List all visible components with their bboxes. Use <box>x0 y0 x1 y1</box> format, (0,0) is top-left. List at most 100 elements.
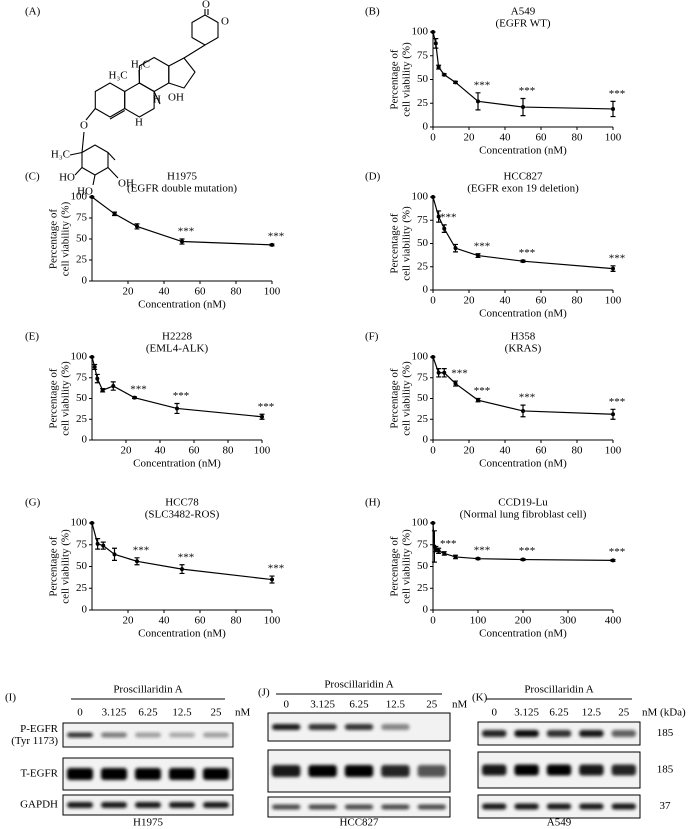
band <box>169 802 195 808</box>
data-point <box>175 406 179 411</box>
atom-label: HO <box>59 172 75 184</box>
data-point <box>521 259 525 264</box>
lane-label: 3.125 <box>514 707 539 719</box>
x-tick-label: 40 <box>500 132 512 144</box>
y-tick-label: 25 <box>76 254 88 266</box>
x-tick-label: 100 <box>605 445 622 457</box>
y-tick-label: 75 <box>417 49 429 61</box>
significance-label: *** <box>474 240 491 252</box>
y-tick-label: 50 <box>76 560 88 572</box>
band <box>417 765 446 777</box>
y-tick-label: 25 <box>417 260 429 272</box>
band <box>101 802 127 808</box>
panel-label: (G) <box>25 497 41 509</box>
row-label-line: P-EGFR <box>20 723 59 735</box>
x-axis-label: Concentration (nM) <box>138 628 226 640</box>
data-point <box>611 106 615 111</box>
significance-label: *** <box>519 247 536 259</box>
x-tick-label: 80 <box>231 286 243 298</box>
band <box>308 724 337 730</box>
x-tick-label: 60 <box>195 286 207 298</box>
significance-label: *** <box>178 551 195 563</box>
band <box>169 732 195 738</box>
atom-label: H₃C <box>51 149 70 161</box>
x-tick-label: 0 <box>430 445 436 457</box>
atom-label: O <box>80 120 88 132</box>
band <box>381 804 410 810</box>
y-tick-label: 100 <box>71 517 88 529</box>
kda-label: 185 <box>657 764 674 776</box>
data-point <box>431 30 435 34</box>
band <box>101 732 127 738</box>
data-line <box>91 196 273 246</box>
y-axis-label: Percentage of <box>389 368 401 428</box>
row-label-line: (Tyr 1173) <box>11 735 58 747</box>
significance-label: *** <box>440 211 457 223</box>
data-point <box>132 395 137 400</box>
atom-label: HO <box>77 186 93 198</box>
significance-label: *** <box>440 538 457 550</box>
band <box>308 765 337 777</box>
y-tick-label: 100 <box>412 191 429 203</box>
unit-label: nM <box>235 707 251 719</box>
x-tick-label: 400 <box>605 615 622 627</box>
ring <box>191 14 219 46</box>
y-tick-label: 50 <box>76 233 88 245</box>
panel-label: (C) <box>25 171 40 183</box>
x-tick-label: 20 <box>464 295 476 307</box>
x-tick-label: 80 <box>231 615 243 627</box>
band <box>344 765 374 777</box>
band <box>344 804 374 810</box>
y-tick-label: 75 <box>417 371 429 383</box>
significance-label: *** <box>178 226 195 238</box>
data-point <box>431 521 435 525</box>
band <box>67 768 93 780</box>
atom-label: O <box>221 16 229 28</box>
band <box>611 803 636 810</box>
data-point <box>95 376 100 381</box>
band <box>67 732 93 738</box>
chart-subtitle: (EML4-ALK) <box>146 343 209 355</box>
x-tick-label: 100 <box>605 295 622 307</box>
unit-label: nM (kDa) <box>642 707 686 719</box>
row-label: GAPDH <box>20 799 58 811</box>
y-axis-label: Percentage of <box>48 368 60 428</box>
x-tick-label: 60 <box>536 295 548 307</box>
y-axis-label: cell viability (%) <box>60 529 72 604</box>
chart-subtitle: (SLC3482-ROS) <box>145 509 220 521</box>
y-tick-label: 50 <box>417 73 429 85</box>
chart-title: H358 <box>511 331 536 343</box>
y-tick-label: 25 <box>417 582 429 594</box>
band <box>514 764 539 776</box>
x-tick-label: 80 <box>572 445 584 457</box>
y-tick-label: 100 <box>412 26 429 38</box>
atom-label: OH <box>118 178 134 190</box>
data-point <box>442 551 447 556</box>
y-tick-label: 75 <box>76 212 88 224</box>
y-tick-label: 75 <box>417 214 429 226</box>
data-point <box>436 370 441 375</box>
significance-label: *** <box>474 385 491 397</box>
band <box>169 768 195 780</box>
chart-title: A549 <box>511 6 536 18</box>
y-tick-label: 100 <box>71 191 88 203</box>
x-tick-label: 100 <box>264 615 281 627</box>
data-point <box>453 554 458 559</box>
data-point <box>611 558 615 563</box>
x-tick-label: 60 <box>536 132 548 144</box>
data-point <box>521 105 525 110</box>
data-point <box>442 226 447 231</box>
x-tick-label: 100 <box>254 445 271 457</box>
significance-label: *** <box>268 231 285 243</box>
x-tick-label: 0 <box>430 295 436 307</box>
lane-label: 25 <box>426 699 438 711</box>
band <box>514 730 539 737</box>
x-tick-label: 100 <box>605 132 622 144</box>
significance-label: *** <box>130 383 147 395</box>
lane-label: 12.5 <box>172 707 192 719</box>
data-point <box>442 72 447 77</box>
y-tick-label: 0 <box>82 275 88 287</box>
y-tick-label: 25 <box>417 97 429 109</box>
panel-label: (B) <box>365 6 380 18</box>
band <box>67 802 93 808</box>
